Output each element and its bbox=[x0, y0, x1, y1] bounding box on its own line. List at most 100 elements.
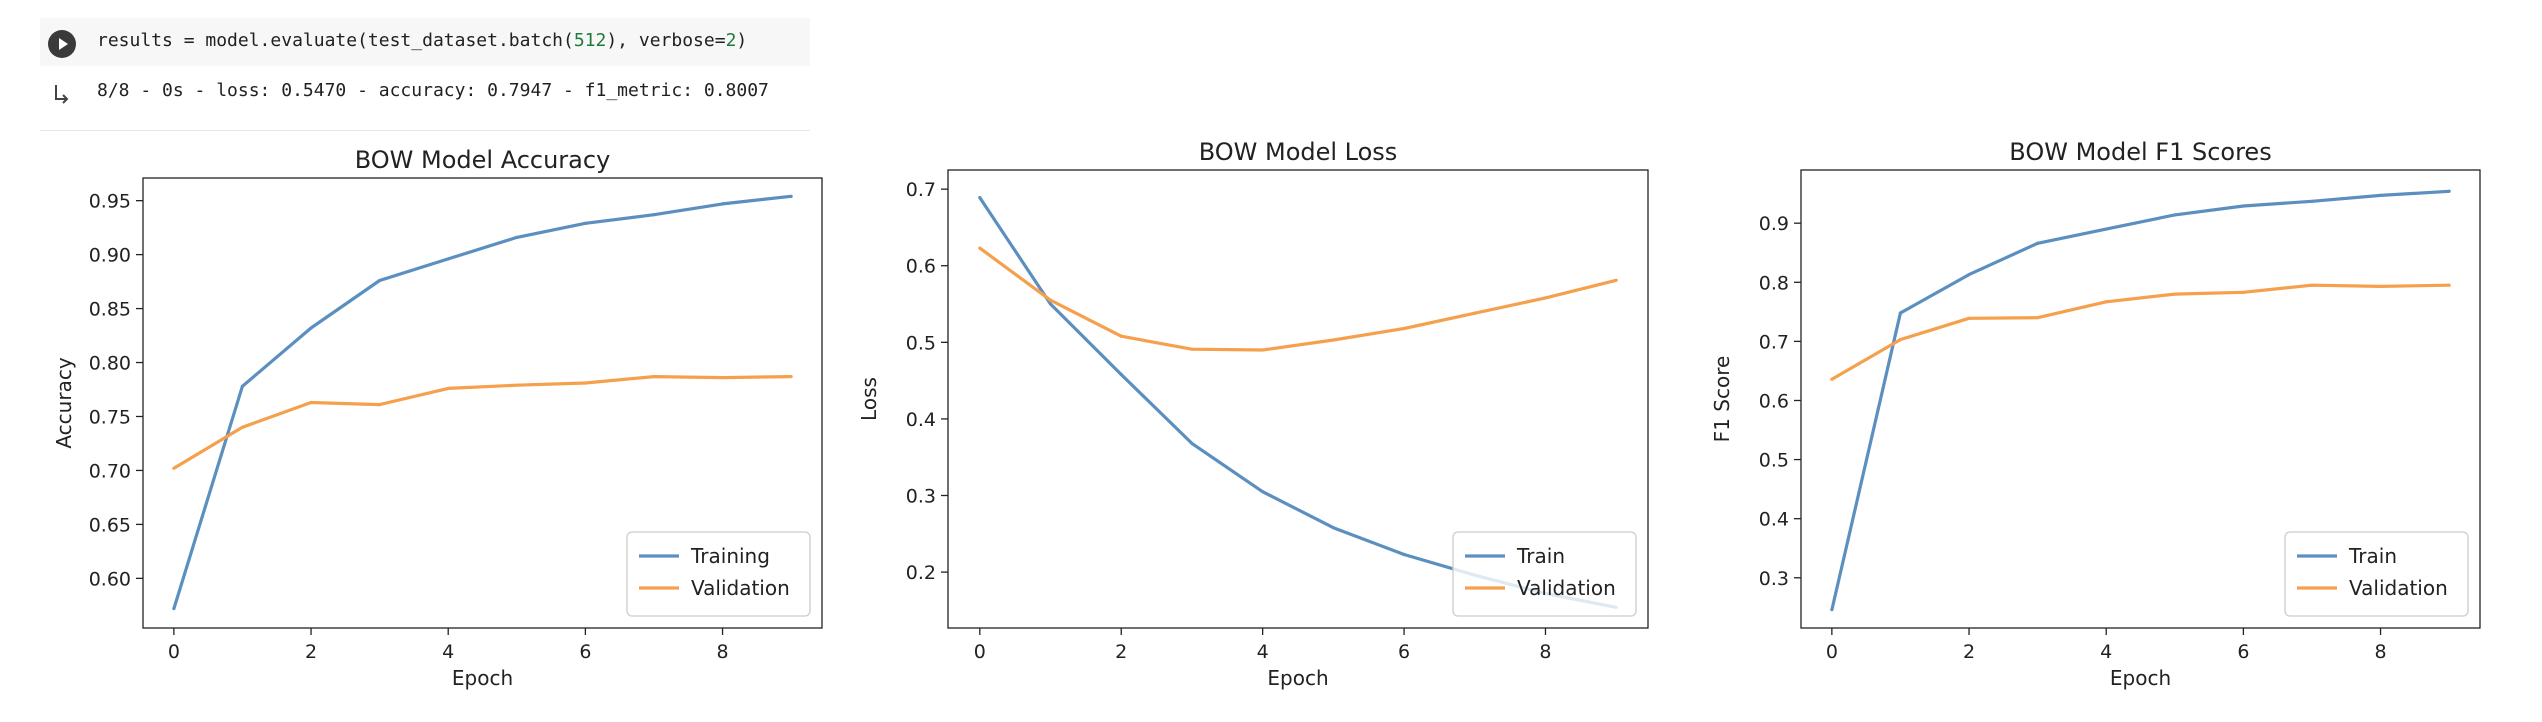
data-point bbox=[2310, 283, 2314, 287]
y-tick-label: 0.3 bbox=[1759, 568, 1789, 590]
data-point bbox=[1402, 552, 1406, 557]
data-point bbox=[1967, 316, 1971, 320]
data-point bbox=[2378, 193, 2383, 198]
data-point bbox=[2173, 292, 2177, 296]
data-point bbox=[1048, 302, 1053, 306]
legend-label: Validation bbox=[2349, 576, 2448, 600]
y-tick-label: 0.6 bbox=[906, 256, 936, 278]
legend: Training Validation bbox=[626, 531, 811, 617]
x-tick-label: 2 bbox=[1115, 641, 1127, 663]
data-point bbox=[446, 257, 450, 261]
legend-box bbox=[2284, 531, 2469, 617]
y-tick-label: 0.5 bbox=[1759, 450, 1789, 472]
series-line-train bbox=[1830, 189, 2450, 611]
data-point bbox=[1402, 326, 1406, 331]
axes-frame bbox=[142, 177, 823, 629]
x-tick-label: 8 bbox=[2375, 641, 2387, 663]
legend: Train Validation bbox=[1452, 531, 1637, 617]
x-tick-label: 6 bbox=[579, 641, 591, 663]
chart-title: BOW Model Accuracy bbox=[355, 146, 611, 174]
data-point bbox=[1048, 298, 1053, 302]
data-point bbox=[378, 403, 382, 407]
chart-title: BOW Model Loss bbox=[1199, 138, 1398, 166]
data-point bbox=[1331, 526, 1335, 530]
data-point bbox=[240, 425, 245, 429]
y-tick-label: 0.8 bbox=[1759, 272, 1789, 294]
code-number-verbose: 2 bbox=[725, 30, 737, 51]
y-axis-label: Accuracy bbox=[52, 357, 76, 448]
chart-panel-3: BOW Model F1 Scores 0 2 4 6 8 0.3 0.4 0.5 0.6 0.7 0… bbox=[1710, 138, 2481, 690]
legend-label: Training bbox=[690, 544, 770, 568]
y-tick-label: 0.7 bbox=[1759, 331, 1789, 353]
y-tick-label: 0.5 bbox=[906, 332, 936, 354]
run-cell-button[interactable] bbox=[48, 30, 76, 58]
data-point bbox=[515, 235, 519, 239]
x-axis-label: Epoch bbox=[1267, 666, 1328, 690]
data-point bbox=[789, 374, 793, 379]
data-point bbox=[2104, 300, 2108, 304]
y-tick-label: 0.4 bbox=[906, 409, 936, 431]
data-point bbox=[1119, 372, 1123, 377]
chart-title: BOW Model F1 Scores bbox=[2009, 138, 2271, 166]
x-tick-label: 6 bbox=[1398, 641, 1410, 663]
data-point bbox=[978, 246, 982, 250]
code-number-batch: 512 bbox=[573, 30, 607, 51]
series-line-validation bbox=[173, 375, 792, 470]
x-tick-label: 2 bbox=[1963, 641, 1975, 663]
y-tick-label: 0.90 bbox=[89, 245, 131, 267]
data-point bbox=[2447, 189, 2451, 193]
data-point bbox=[2241, 290, 2245, 294]
legend: Train Validation bbox=[2284, 531, 2469, 617]
data-point bbox=[2378, 284, 2383, 289]
data-point bbox=[515, 383, 519, 387]
cell-output: 8/8 - 0s - loss: 0.5470 - accuracy: 0.79… bbox=[97, 80, 769, 101]
legend-label: Validation bbox=[1517, 576, 1616, 600]
output-arrow-icon bbox=[55, 85, 69, 104]
code-line[interactable]: results = model.evaluate(test_dataset.ba… bbox=[97, 30, 747, 51]
data-point bbox=[2447, 283, 2451, 287]
data-point bbox=[583, 221, 587, 225]
data-point bbox=[1261, 490, 1265, 494]
data-point bbox=[652, 374, 656, 379]
legend-label: Validation bbox=[691, 576, 790, 600]
data-point bbox=[1543, 296, 1548, 300]
axes-frame bbox=[947, 169, 1649, 629]
y-tick-label: 0.60 bbox=[89, 568, 131, 590]
data-point bbox=[309, 326, 313, 330]
legend-box bbox=[626, 531, 811, 617]
x-axis-label: Epoch bbox=[452, 666, 513, 690]
data-point bbox=[2310, 199, 2314, 203]
x-tick-label: 0 bbox=[168, 641, 180, 663]
x-tick-label: 4 bbox=[442, 641, 454, 663]
data-point bbox=[1190, 441, 1194, 446]
x-axis-label: Epoch bbox=[2110, 666, 2171, 690]
y-tick-label: 0.9 bbox=[1759, 213, 1789, 235]
data-point bbox=[1119, 334, 1123, 338]
code-suffix: ) bbox=[736, 30, 748, 51]
data-point bbox=[2036, 316, 2040, 320]
data-point bbox=[2241, 204, 2245, 208]
y-tick-label: 0.75 bbox=[89, 406, 131, 428]
data-point bbox=[309, 400, 313, 405]
y-tick-label: 0.70 bbox=[89, 460, 131, 482]
x-tick-label: 8 bbox=[1539, 641, 1551, 663]
code-prefix: results = model.evaluate(test_dataset.ba… bbox=[97, 30, 574, 51]
x-tick-label: 8 bbox=[717, 641, 729, 663]
data-point bbox=[583, 381, 587, 385]
y-axis-label: Loss bbox=[857, 377, 881, 421]
data-point bbox=[1261, 348, 1265, 352]
data-point bbox=[172, 606, 176, 611]
legend-label: Train bbox=[2348, 544, 2397, 568]
x-tick-label: 6 bbox=[2237, 641, 2249, 663]
code-middle: ), verbose= bbox=[606, 30, 726, 51]
code-cell[interactable] bbox=[40, 18, 810, 66]
y-tick-label: 0.80 bbox=[89, 353, 131, 375]
data-point bbox=[1614, 278, 1618, 282]
x-tick-label: 4 bbox=[2100, 641, 2112, 663]
series-line-validation bbox=[1831, 283, 2450, 381]
y-tick-label: 0.65 bbox=[89, 514, 131, 536]
data-point bbox=[1967, 273, 1971, 277]
x-tick-label: 2 bbox=[305, 641, 317, 663]
x-tick-label: 4 bbox=[1257, 641, 1269, 663]
